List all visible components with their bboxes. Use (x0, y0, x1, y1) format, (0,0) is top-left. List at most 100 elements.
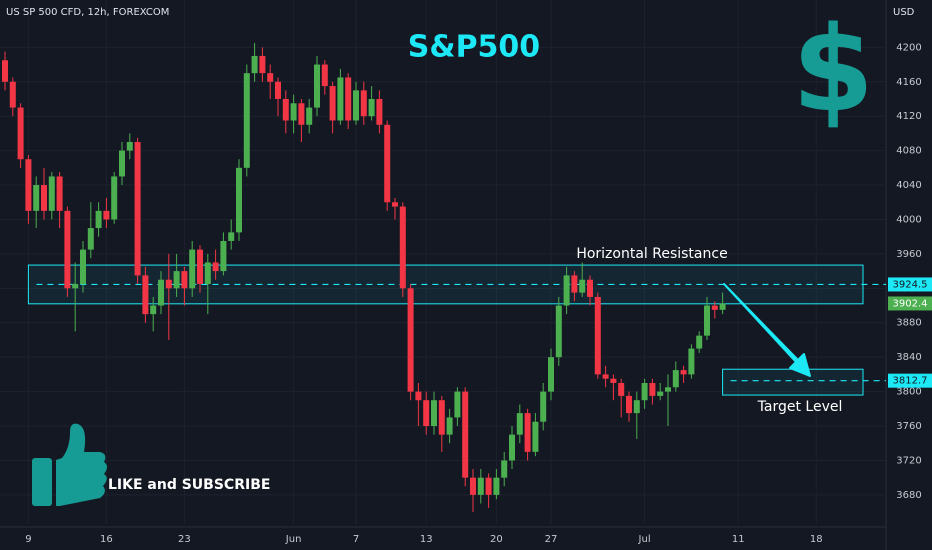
candle-body (181, 271, 188, 289)
candle-body (368, 98, 375, 117)
candle-body (407, 288, 414, 392)
candle-body (173, 271, 180, 289)
candle-body (72, 284, 79, 289)
last-price-label: 3902.4 (893, 298, 928, 309)
candle-body (142, 275, 149, 315)
candle-body (220, 240, 227, 272)
candle-body (228, 232, 235, 241)
candle-body (329, 86, 336, 121)
candle-body (680, 370, 687, 375)
candle-body (665, 387, 671, 392)
candle-body (633, 400, 640, 414)
y-tick-label: 3880 (896, 318, 921, 329)
candle-body (282, 98, 289, 121)
candle-body (337, 77, 344, 121)
arrow (723, 283, 811, 377)
candle-body (571, 275, 578, 293)
candle-body (236, 167, 242, 233)
last-price-box (888, 296, 932, 311)
candle-body (290, 103, 297, 121)
candle-body (41, 185, 47, 211)
candle-body (48, 176, 55, 211)
thumbs-up-icon (32, 423, 107, 506)
candle-body (509, 434, 515, 461)
candle-body (587, 279, 593, 297)
x-tick-label: 16 (100, 534, 113, 545)
candle-body (25, 159, 32, 211)
candle-body (540, 391, 547, 422)
candle-body (95, 210, 102, 229)
x-tick-label: 13 (420, 534, 433, 545)
candle-body (563, 275, 570, 306)
candle-body (696, 335, 703, 349)
x-tick-label: 20 (490, 534, 503, 545)
zone (722, 368, 864, 396)
candle-body (119, 150, 125, 177)
candle-body (376, 98, 383, 125)
candle-body (672, 370, 679, 388)
y-tick-label: 3800 (896, 387, 921, 398)
candles (2, 43, 726, 513)
candle-body (477, 477, 484, 495)
annotation: LIKE and SUBSCRIBE (108, 477, 270, 493)
candle-body (267, 73, 274, 82)
candle-body (626, 395, 632, 414)
candle-body (298, 103, 305, 125)
y-tick-label: 3720 (896, 455, 921, 466)
subtitle: US SP 500 CFD, 12h, FOREXCOM (6, 7, 169, 18)
candle-body (103, 210, 110, 220)
price-label-box (888, 373, 932, 388)
candle-body (259, 55, 266, 74)
candle-body (602, 374, 609, 379)
candle-body (594, 296, 601, 375)
candle-body (80, 249, 86, 285)
candle-body (423, 400, 430, 427)
y-axis-label: USD (893, 7, 915, 18)
candle-body (87, 228, 94, 250)
candle-body (9, 81, 16, 108)
candle-body (197, 249, 203, 285)
candle-body (649, 382, 656, 396)
candle-body (501, 460, 508, 478)
y-tick-label: 4200 (896, 42, 921, 53)
x-tick-label: Jul (638, 534, 651, 545)
candle-body (399, 206, 406, 289)
x-tick-label: 27 (545, 534, 558, 545)
candle-body (392, 202, 398, 207)
x-tick-label: 7 (353, 534, 359, 545)
candle-body (165, 279, 172, 289)
candle-body (158, 279, 164, 306)
candle-body (415, 391, 422, 401)
y-tick-label: 3680 (896, 490, 921, 501)
y-tick-label: 4120 (896, 111, 921, 122)
candle-body (524, 413, 531, 452)
y-tick-label: 3960 (896, 249, 921, 260)
candle-body (438, 400, 445, 435)
candle-body (275, 81, 281, 99)
candle-body (454, 391, 461, 418)
price-label: 3812.7 (893, 376, 928, 387)
candle-body (345, 77, 352, 121)
candle-body (360, 90, 367, 117)
price-label: 3924.5 (893, 279, 928, 290)
x-tick-label: 18 (810, 534, 823, 545)
candle-body (321, 64, 328, 87)
y-tick-label: 4040 (896, 180, 921, 191)
candle-body (251, 55, 258, 74)
candle-body (2, 60, 8, 82)
candle-body (657, 391, 664, 396)
candle-body (204, 262, 211, 285)
candle-body (462, 391, 469, 478)
candle-body (485, 477, 492, 495)
candle-body (33, 185, 40, 211)
chart-title: S&P500 (408, 30, 540, 65)
candle-body (704, 305, 710, 336)
candle-body (150, 305, 157, 315)
candle-body (353, 90, 359, 121)
candle-body (306, 107, 313, 125)
candle-body (431, 400, 437, 427)
candle-body (579, 279, 586, 293)
zone-label: Horizontal Resistance (576, 246, 727, 262)
dollar-symbol: $ (792, 0, 874, 138)
